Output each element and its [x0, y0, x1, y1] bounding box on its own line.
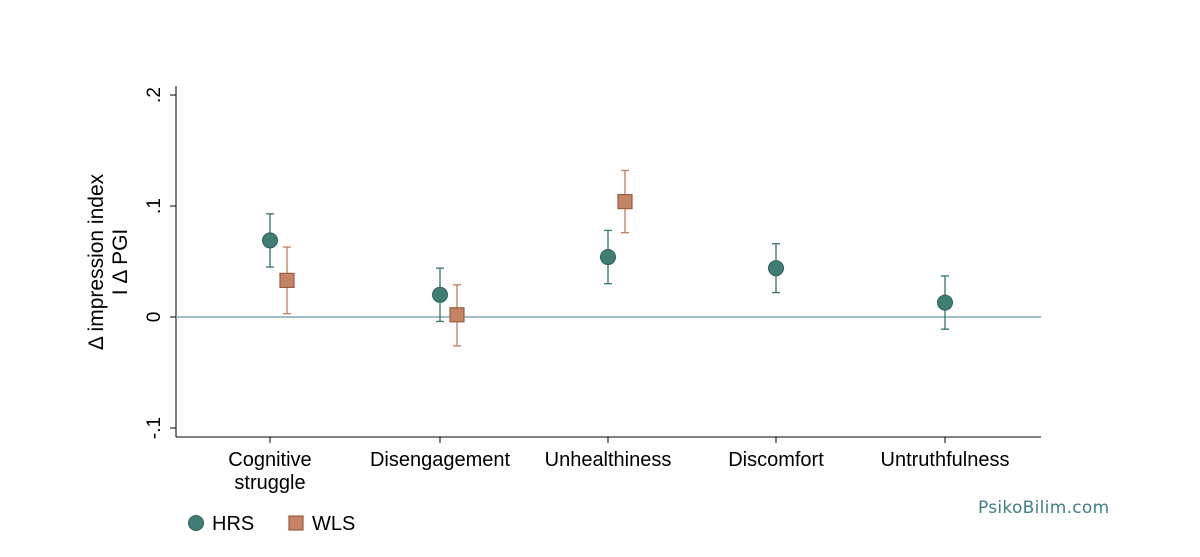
- y-tick-label: -.1: [144, 417, 165, 439]
- point-hrs: [768, 260, 784, 277]
- legend-marker-wls: [288, 515, 304, 531]
- legend-marker-hrs: [188, 515, 204, 531]
- y-tick-label: 0: [144, 312, 165, 323]
- x-tick-label: Discomfort: [728, 449, 824, 471]
- point-wls: [449, 307, 465, 323]
- x-tick-label: Cognitive: [228, 449, 311, 471]
- legend-label-hrs: HRS: [212, 513, 254, 535]
- x-tick-label: struggle: [234, 472, 305, 494]
- point-hrs: [600, 249, 616, 266]
- point-hrs: [262, 232, 278, 249]
- point-wls: [617, 193, 633, 210]
- marks: [262, 169, 953, 347]
- legend: HRS WLS: [188, 513, 355, 535]
- y-tick-label: .2: [144, 87, 165, 103]
- legend-label-wls: WLS: [312, 513, 355, 535]
- x-tick-label: Disengagement: [370, 449, 511, 471]
- point-wls: [279, 272, 295, 288]
- x-tick-label: Untruthfulness: [881, 449, 1010, 471]
- point-hrs: [937, 294, 953, 311]
- x-tick-label: Unhealthiness: [545, 449, 672, 471]
- watermark: PsikoBilim.com: [978, 498, 1110, 518]
- point-hrs: [432, 286, 448, 303]
- y-tick-label: .1: [144, 198, 165, 214]
- y-axis-title: Δ impression index: [85, 173, 108, 350]
- y-axis-title: I Δ PGI: [109, 229, 132, 296]
- axes: -.1 0 .1 .2 Δ impression index I Δ PGI Cogniti…: [85, 86, 1041, 494]
